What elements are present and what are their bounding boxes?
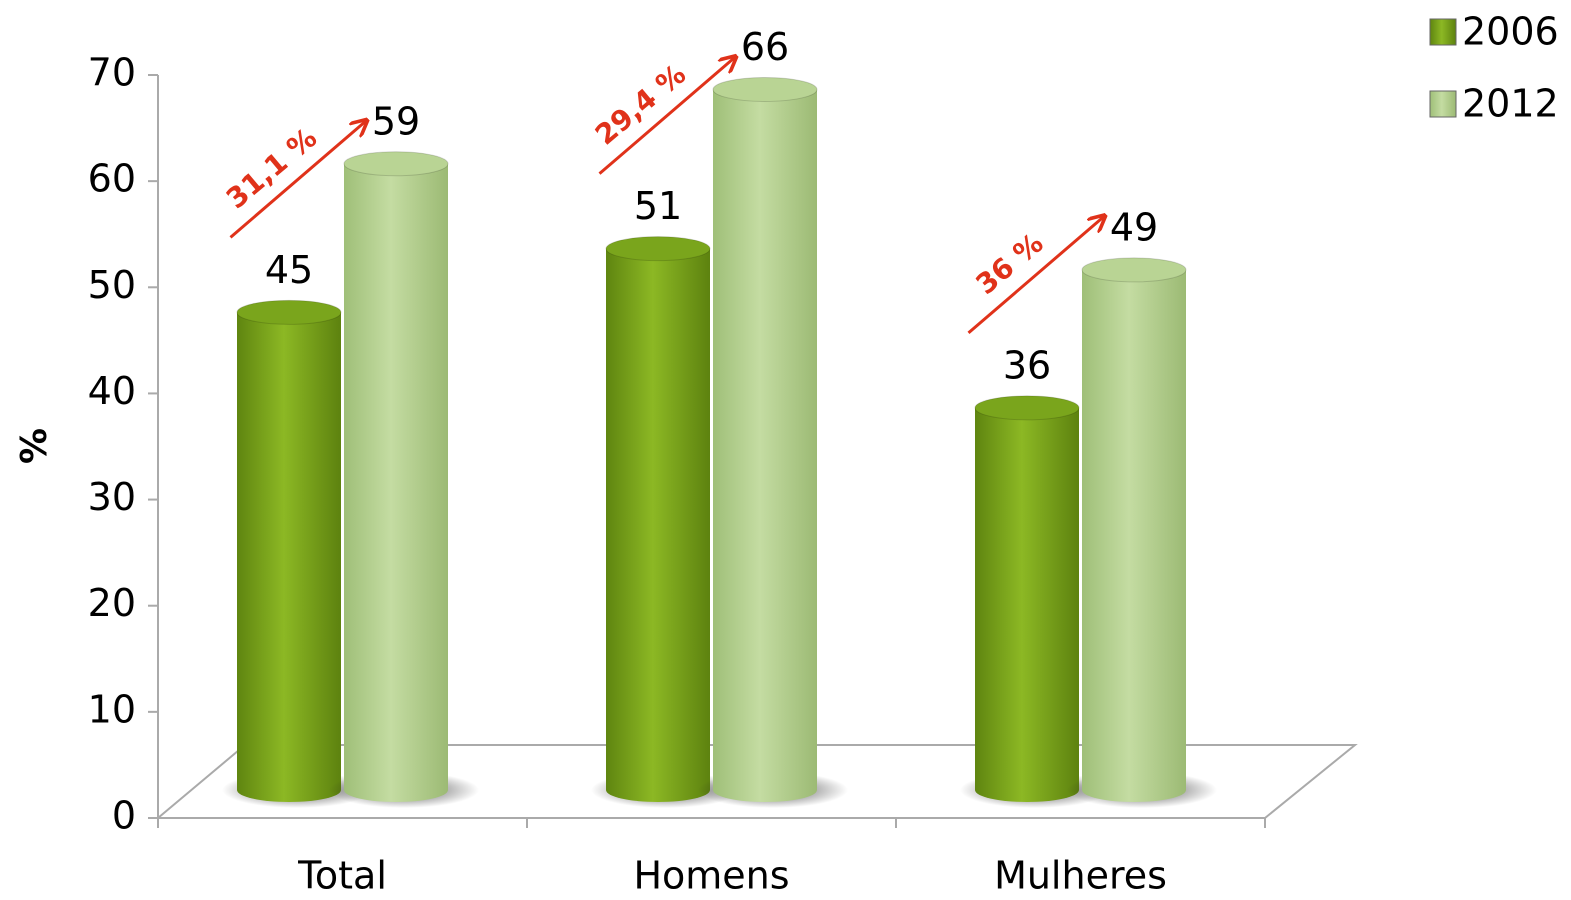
bar-bottom [975, 778, 1079, 802]
cylinder [591, 236, 741, 808]
legend-label: 2006 [1462, 10, 1559, 54]
y-tick-label: 60 [88, 157, 136, 201]
growth-arrow [598, 58, 735, 175]
legend-label: 2012 [1462, 82, 1559, 126]
legend-swatch [1429, 90, 1457, 118]
value-label: 59 [372, 99, 420, 143]
y-tick-label: 40 [88, 369, 136, 413]
cylinder [222, 299, 372, 808]
bar-top [974, 395, 1080, 421]
y-tick-label: 30 [88, 475, 136, 519]
cylinder [1067, 257, 1217, 808]
y-tick-label: 0 [112, 794, 136, 838]
bar [606, 248, 710, 790]
x-tick-label: Homens [633, 854, 789, 898]
legend-swatch [1429, 18, 1457, 46]
bar [975, 407, 1079, 790]
bar-top [1081, 257, 1187, 283]
x-tick-label: Mulheres [994, 854, 1167, 898]
bar-bottom [606, 778, 710, 802]
bar [237, 312, 341, 790]
y-tick-label: 50 [88, 263, 136, 307]
cylinder [960, 395, 1110, 808]
annotation: 36 % [970, 226, 1050, 301]
y-tick-label: 20 [88, 581, 136, 625]
cylinder [698, 76, 848, 808]
bar-bottom [1082, 778, 1186, 802]
bar [344, 163, 448, 790]
growth-arrow [229, 121, 366, 239]
bar-top [343, 151, 449, 177]
bar-top [605, 236, 711, 262]
bar [713, 89, 817, 790]
bar-bottom [713, 778, 817, 802]
x-tick-label: Total [297, 854, 387, 898]
y-axis-label: % [14, 428, 55, 464]
bar-top [236, 299, 342, 325]
y-tick-label: 70 [88, 51, 136, 95]
value-label: 49 [1110, 205, 1158, 249]
bar-bottom [344, 778, 448, 802]
value-label: 66 [741, 25, 789, 69]
value-label: 51 [634, 184, 682, 228]
growth-arrow [967, 217, 1104, 335]
bar [1082, 269, 1186, 790]
y-tick-label: 10 [88, 687, 136, 731]
bar-bottom [237, 778, 341, 802]
value-label: 36 [1003, 343, 1051, 387]
bar-top [712, 76, 818, 102]
cylinder [329, 151, 479, 808]
value-label: 45 [265, 248, 313, 292]
